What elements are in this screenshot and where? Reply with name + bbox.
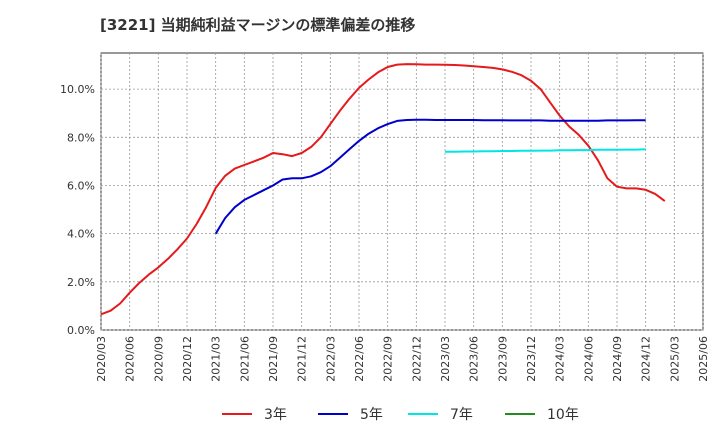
x-tick-label: 2021/09 [267, 336, 280, 382]
x-tick-label: 2020/03 [95, 336, 108, 382]
grid-layer [100, 52, 704, 331]
legend-label: 3年 [264, 407, 287, 423]
x-tick-label: 2024/06 [582, 336, 595, 382]
x-tick-label: 2025/03 [668, 336, 681, 382]
x-tick-label: 2024/12 [640, 336, 653, 382]
x-tick-label: 2023/03 [439, 336, 452, 382]
legend-layer: 3年 5年 7年 10年 [222, 407, 579, 423]
axis-layer: 2020/03 2020/06 2020/09 2020/12 2021/03 2021/… [60, 83, 710, 382]
x-tick-label: 2023/06 [468, 336, 481, 382]
x-tick-label: 2022/06 [353, 336, 366, 382]
plot-area [100, 52, 704, 331]
x-tick-label: 2022/09 [382, 336, 395, 382]
series-line-2 [214, 118, 646, 235]
x-tick-label: 2021/03 [210, 336, 223, 382]
y-tick-label: 10.0% [60, 83, 95, 96]
x-tick-label: 2024/03 [554, 336, 567, 382]
x-tick-label: 2021/12 [296, 336, 309, 382]
series-layer [100, 63, 666, 316]
x-tick-label: 2022/12 [410, 336, 423, 382]
x-tick-label: 2024/09 [611, 336, 624, 382]
x-tick-label: 2020/06 [124, 336, 137, 382]
chart-title: [3221] 当期純利益マージンの標準偏差の推移 [100, 16, 416, 34]
x-tick-label: 2020/12 [181, 336, 194, 382]
x-tick-label: 2021/06 [238, 336, 251, 382]
legend-label: 10年 [547, 407, 579, 423]
x-tick-label: 2023/12 [525, 336, 538, 382]
y-tick-label: 4.0% [67, 228, 95, 241]
y-tick-label: 6.0% [67, 179, 95, 192]
legend-label: 5年 [360, 407, 383, 423]
legend-label: 7年 [450, 407, 473, 423]
x-tick-label: 2022/03 [324, 336, 337, 382]
x-tick-label: 2025/06 [697, 336, 710, 382]
y-tick-label: 8.0% [67, 131, 95, 144]
series-line-1 [100, 63, 666, 316]
x-tick-label: 2020/09 [152, 336, 165, 382]
series-line-3 [445, 148, 646, 153]
x-tick-label: 2023/09 [496, 336, 509, 382]
y-tick-label: 0.0% [67, 324, 95, 337]
y-tick-label: 2.0% [67, 276, 95, 289]
